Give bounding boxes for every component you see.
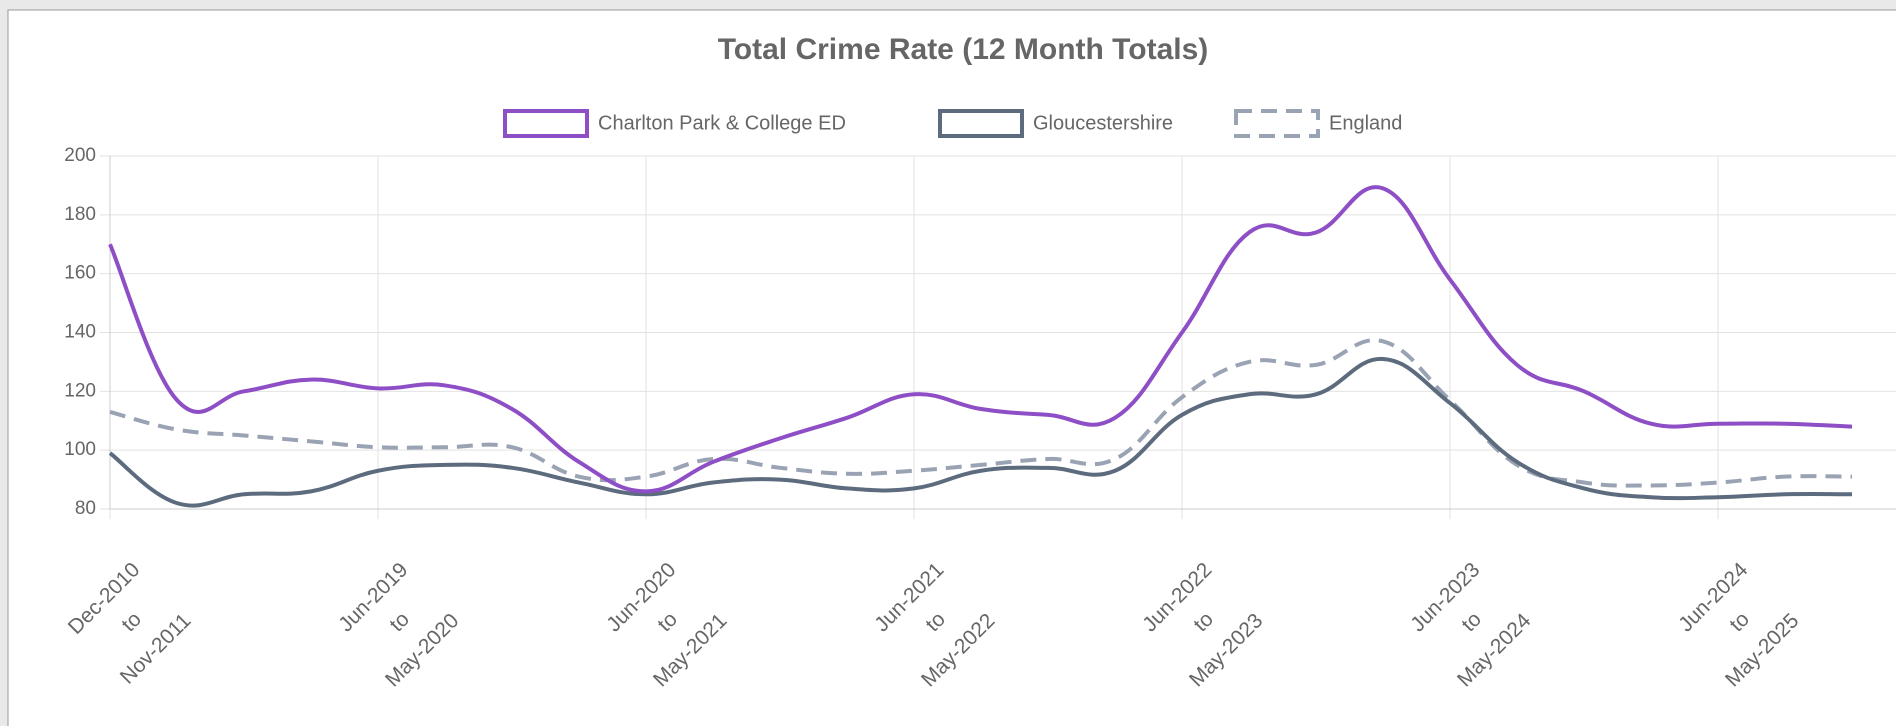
y-tick-label: 100: [64, 439, 96, 460]
series-line: [108, 356, 1853, 508]
chart-title: Total Crime Rate (12 Month Totals): [718, 33, 1209, 66]
series-line: [108, 185, 1853, 494]
legend-swatch: [1234, 109, 1320, 138]
y-tick-label: 200: [64, 145, 96, 166]
legend-label: England: [1329, 112, 1402, 134]
legend-label: Charlton Park & College ED: [598, 112, 846, 134]
y-tick-label: 140: [64, 322, 96, 343]
legend-swatch: [938, 109, 1024, 138]
y-tick-label: 160: [64, 263, 96, 284]
y-tick-label: 80: [75, 498, 96, 519]
y-tick-label: 180: [64, 204, 96, 225]
legend-swatch: [503, 109, 589, 138]
y-tick-label: 120: [64, 380, 96, 401]
legend-label: Gloucestershire: [1033, 112, 1173, 134]
